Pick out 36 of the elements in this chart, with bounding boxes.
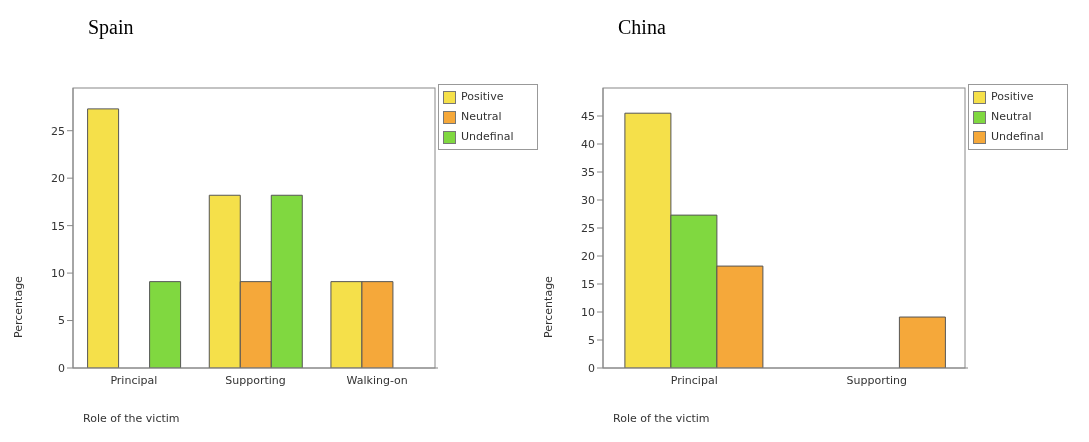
y-tick-label: 25: [51, 124, 65, 138]
y-axis-title: Percentage: [11, 275, 25, 338]
y-tick-label: 20: [581, 249, 595, 263]
bar: [898, 316, 946, 368]
legend-label: Neutral: [991, 109, 1032, 125]
x-tick-label: Walking-on: [346, 373, 408, 387]
y-tick-label: 30: [581, 193, 595, 207]
y-tick-label: 20: [51, 172, 65, 186]
x-tick-label: Principal: [670, 373, 718, 387]
bar: [149, 281, 182, 368]
y-tick-label: 35: [581, 165, 595, 179]
y-tick-label: 10: [51, 266, 65, 280]
chart-title: Spain: [88, 16, 134, 39]
x-axis-title: Role of the victim: [613, 412, 710, 425]
legend-label: Undefinal: [461, 129, 514, 145]
y-tick-label: 10: [581, 305, 595, 319]
y-tick-label: 45: [581, 109, 595, 123]
x-axis-title: Role of the victim: [83, 412, 180, 425]
y-tick-label: 40: [581, 137, 595, 151]
x-tick-label: Principal: [110, 373, 158, 387]
y-axis-title: Percentage: [541, 275, 555, 338]
x-tick-label: Supporting: [225, 373, 286, 387]
legend-label: Neutral: [461, 109, 502, 125]
y-tick-label: 15: [51, 219, 65, 233]
y-tick-label: 25: [581, 221, 595, 235]
chart-title: China: [618, 16, 666, 39]
y-tick-label: 5: [588, 333, 595, 347]
y-tick-label: 0: [58, 361, 65, 375]
y-tick-label: 5: [58, 314, 65, 328]
legend-label: Positive: [461, 89, 504, 105]
legend-label: Positive: [991, 89, 1034, 105]
legend-label: Undefinal: [991, 129, 1044, 145]
x-tick-label: Supporting: [846, 373, 907, 387]
bar: [87, 108, 120, 368]
y-tick-label: 15: [581, 277, 595, 291]
y-tick-label: 0: [588, 361, 595, 375]
